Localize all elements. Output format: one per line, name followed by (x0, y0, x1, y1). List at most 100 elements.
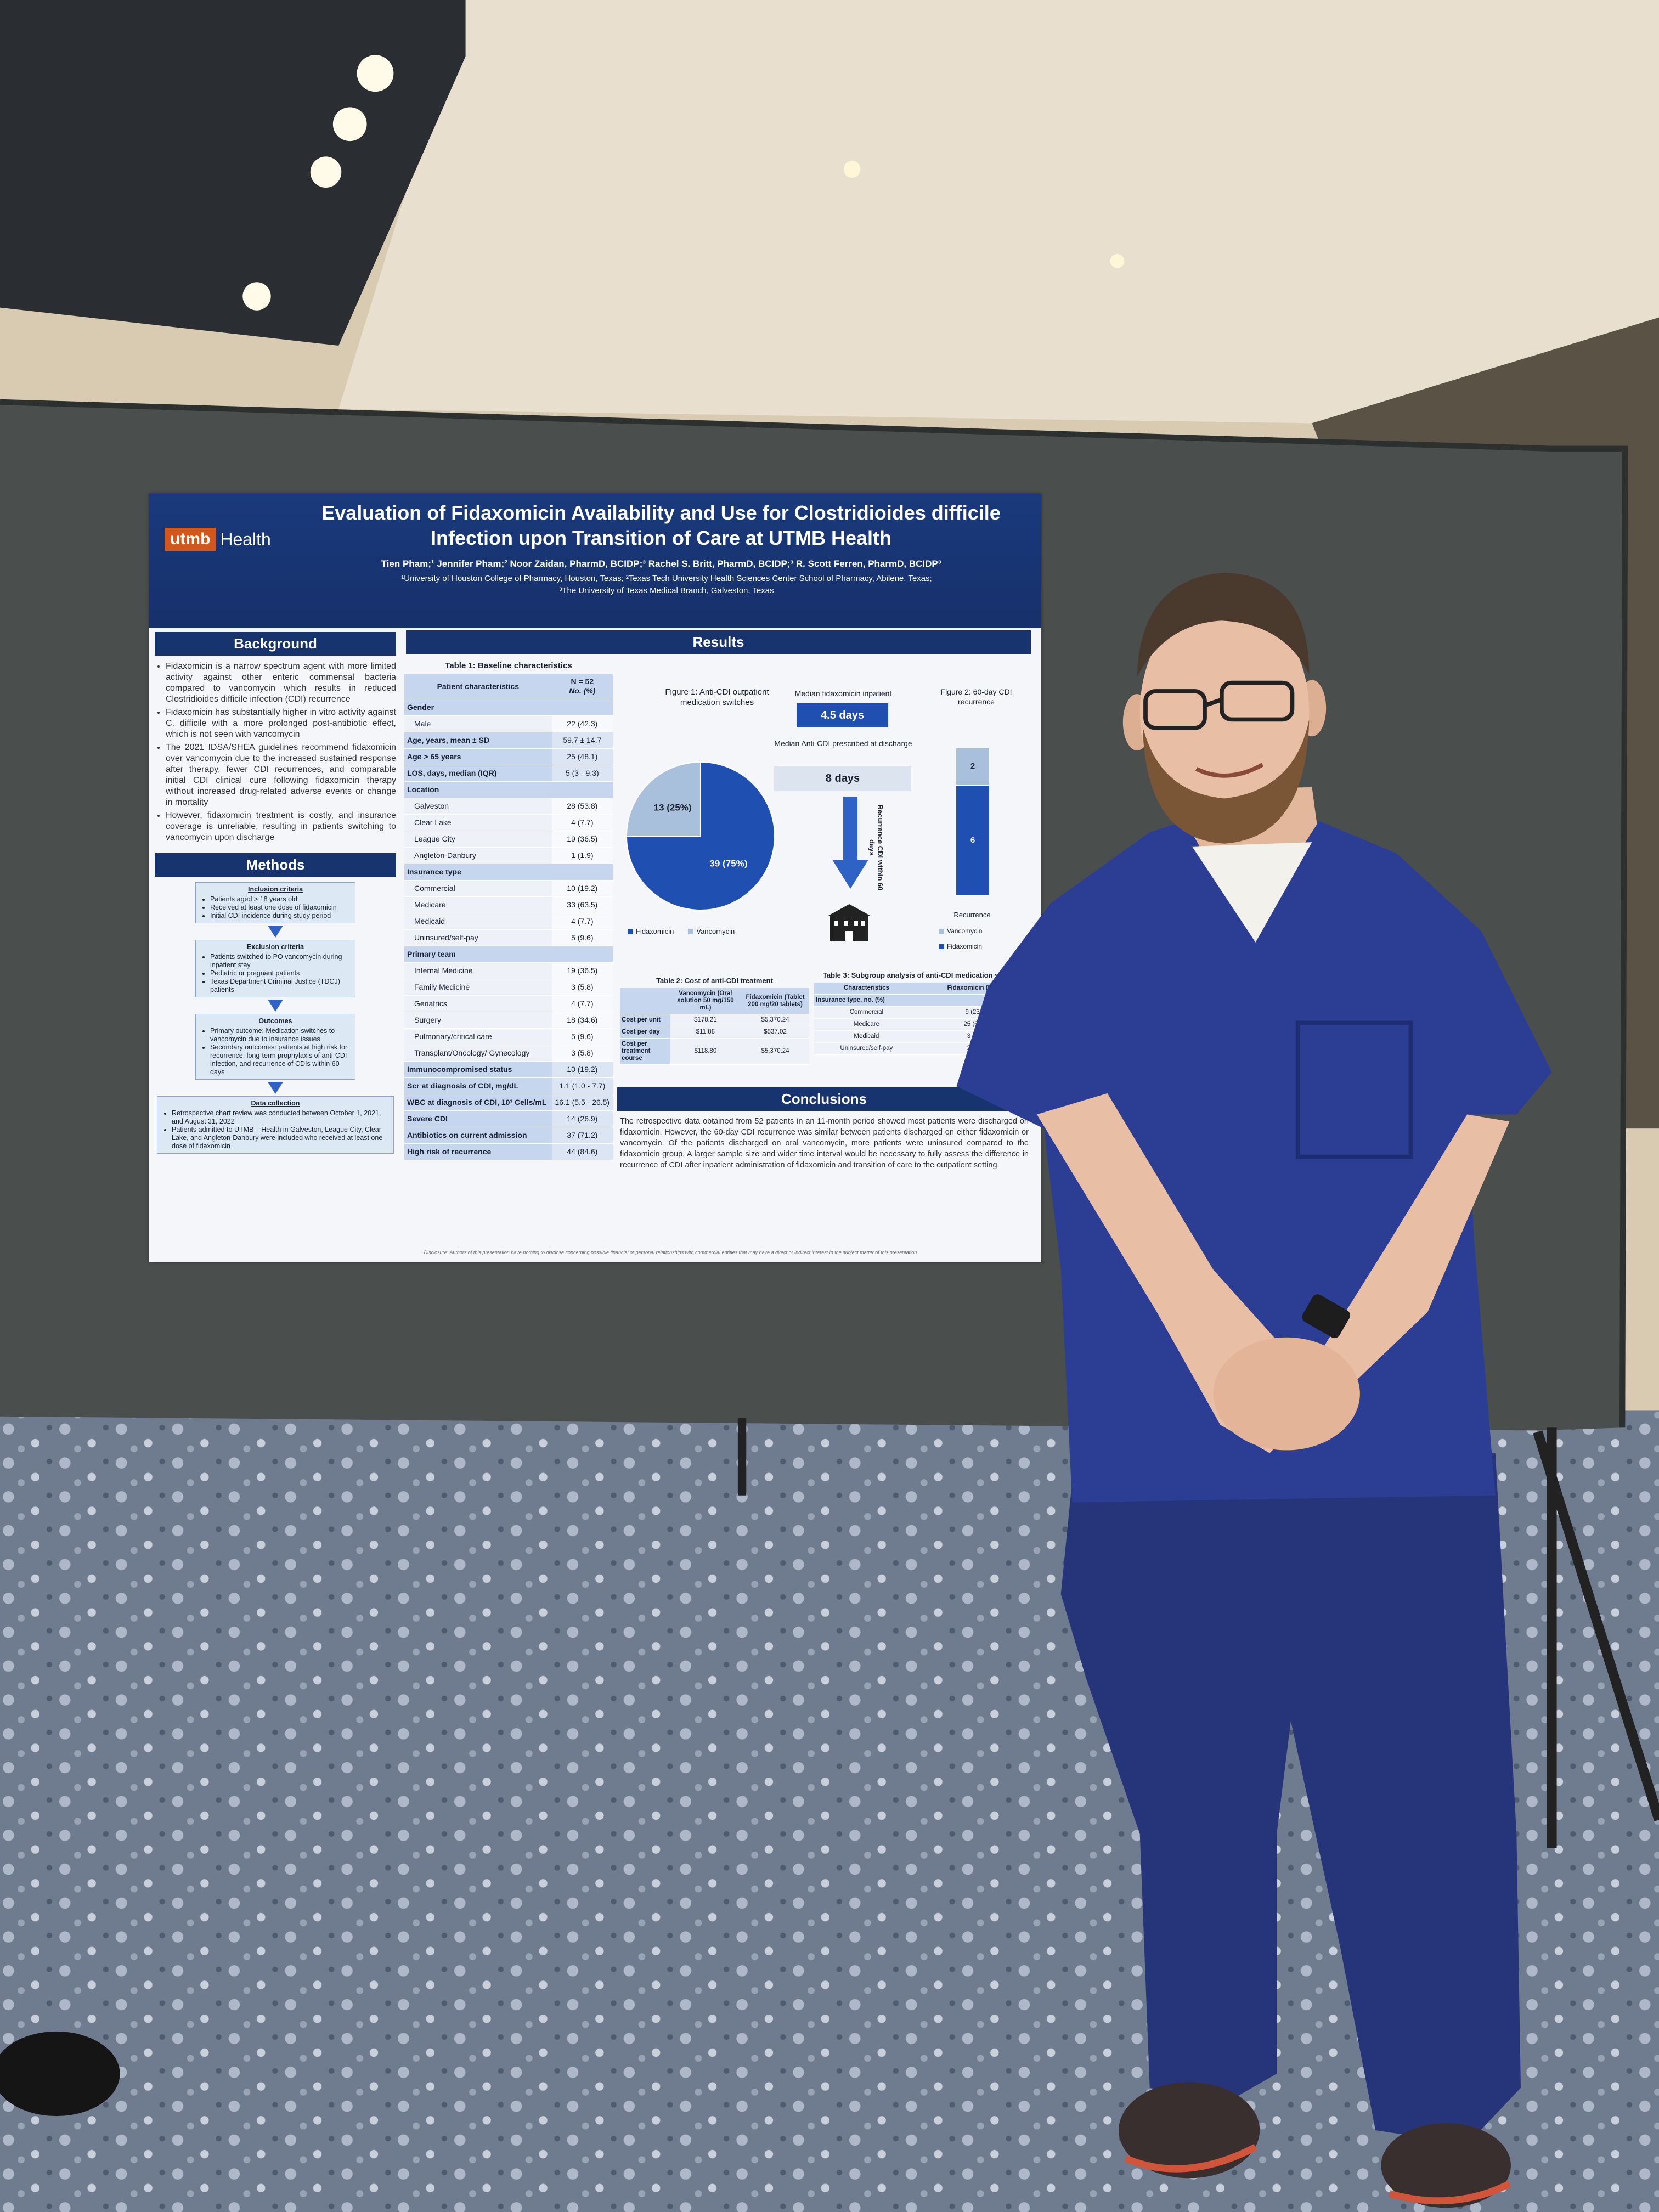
table-cell: Uninsured/self-pay (814, 1042, 919, 1055)
table-row: Cost per treatment course $118.80 $5,370.2… (620, 1038, 809, 1065)
table-cell: Cost per day (620, 1026, 670, 1039)
table-row: Commercial 10 (19.2) (404, 880, 613, 897)
flow-arrow (268, 926, 283, 938)
down-arrow-shape (832, 797, 868, 889)
table-header-cell: Patient characteristics (404, 674, 552, 699)
table-cell: Pulmonary/critical care (404, 1028, 552, 1045)
method-item: Pediatric or pregnant patients (210, 969, 349, 978)
table-cell: Scr at diagnosis of CDI, mg/dL (404, 1077, 552, 1094)
pocket (1295, 1020, 1413, 1159)
board-leg (1533, 1430, 1659, 1821)
method-item: Patients aged > 18 years old (210, 895, 349, 904)
table-group-row: Gender (404, 699, 613, 716)
data-table: Characteristics Fidaxomicin (N=39) Insuran… (814, 983, 1034, 1055)
pie-slice (625, 761, 701, 837)
table-header-cell: Characteristics (814, 983, 919, 995)
method-item: Received at least one dose of fidaxomici… (210, 904, 349, 912)
data-table: Vancomycin (Oral solution 50 mg/150 mL) F… (620, 988, 809, 1065)
table-cell: Male (404, 715, 552, 732)
table-row: Family Medicine 3 (5.8) (404, 979, 613, 996)
table-group-row: Insurance type, no. (%) (814, 994, 1034, 1007)
hospital-window (854, 921, 858, 926)
table-cell: Transplant/Oncology/ Gynecology (404, 1045, 552, 1062)
median-value: 8 days (774, 766, 911, 791)
table1-block: Table 1: Baseline characteristics Patient… (404, 661, 613, 1160)
bar-segment: 2 (956, 748, 990, 785)
legend-label: Fidaxomicin (947, 943, 983, 950)
table-cell: LOS, days, median (IQR) (404, 765, 552, 782)
table-row: WBC at diagnosis of CDI, 10³ Cells/mL 16.… (404, 1094, 613, 1111)
table-row: Geriatrics 4 (7.7) (404, 995, 613, 1012)
table-cell: 14 (26.9) (551, 1110, 613, 1127)
table-row: Immunocompromised status 10 (19.2) (404, 1061, 613, 1078)
mouth (1195, 763, 1264, 778)
table-cell: 4 (7.7) (551, 913, 613, 930)
table-title: Table 1: Baseline characteristics (445, 661, 572, 670)
table-header-cell (620, 988, 670, 1014)
table-cell: Galveston (404, 798, 552, 815)
glasses-bridge (1204, 697, 1223, 708)
table-cell: Family Medicine (404, 979, 552, 996)
shoe-sole (1124, 2144, 1257, 2172)
table-cell: League City (404, 831, 552, 848)
method-box-title: Inclusion criteria (247, 885, 303, 893)
table-group-heading: Primary team (404, 946, 613, 963)
ceiling-light (242, 282, 271, 311)
table-cell: 16.1 (5.5 - 26.5) (551, 1094, 613, 1111)
table-cell: Cost per treatment course (620, 1038, 670, 1065)
table-row: Antibiotics on current admission 37 (71.2… (404, 1127, 613, 1144)
table-cell: Antibiotics on current admission (404, 1127, 552, 1144)
pie-chart: 39 (75%) 13 (25%) (625, 761, 775, 911)
method-item: Texas Department Criminal Justice (TDCJ)… (210, 978, 349, 994)
table-cell: 5 (9.6) (551, 1028, 613, 1045)
ceiling-wall (338, 0, 1659, 424)
table-group-heading: Insurance type (404, 864, 613, 881)
section-heading: Methods (155, 853, 396, 877)
table-row: Age > 65 years 25 (48.1) (404, 748, 613, 765)
ceiling-light (1110, 253, 1125, 268)
method-box: Data collection Retrospective chart revie… (157, 1096, 394, 1154)
method-item: Primary outcome: Medication switches to … (210, 1027, 349, 1043)
hands (1213, 1337, 1360, 1451)
undershirt (1192, 842, 1312, 943)
table-row: Transplant/Oncology/ Gynecology 3 (5.8) (404, 1045, 613, 1062)
table-row: High risk of recurrence 44 (84.6) (404, 1143, 613, 1160)
table-cell: Age, years, mean ± SD (404, 732, 552, 749)
hospital-icon (827, 904, 871, 941)
background-bullet: The 2021 IDSA/SHEA guidelines recommend … (166, 742, 396, 808)
table-row: Clear Lake 4 (7.7) (404, 814, 613, 831)
legend-label: Fidaxomicin (636, 927, 674, 935)
table-cell: 37 (71.2) (551, 1127, 613, 1144)
beard (1142, 719, 1310, 844)
flow-arrow (268, 1000, 283, 1012)
table-group-heading: Insurance type, no. (%) (814, 994, 1034, 1007)
flow-arrow (268, 1082, 283, 1094)
ceiling-light (310, 156, 342, 188)
axis-label: Recurrence (953, 911, 991, 919)
table-row: Medicare 33 (63.5) (404, 896, 613, 913)
logo-name: Health (220, 529, 271, 549)
pie-label: 39 (75%) (709, 858, 747, 868)
table-cell: 28 (53.8) (551, 798, 613, 815)
legend-item: Vancomycin (939, 927, 982, 935)
ceiling-light (843, 161, 861, 178)
legend-label: Vancomycin (696, 927, 735, 935)
table-cell: 5 (9.6) (551, 929, 613, 946)
background-list: Fidaxomicin is a narrow spectrum agent w… (155, 661, 396, 843)
bar-segment: 6 (956, 785, 990, 896)
pie-label: 13 (25%) (654, 803, 692, 813)
legend-swatch (939, 928, 944, 934)
method-items: Patients switched to PO vancomycin durin… (201, 953, 349, 994)
table-cell: Internal Medicine (404, 962, 552, 979)
shoe-sole (1389, 2180, 1511, 2205)
table-cell: 10 (19.2) (551, 880, 613, 897)
method-box-title: Exclusion criteria (246, 943, 304, 951)
table-header-cell: N = 52 No. (%) (551, 674, 613, 699)
methods-flow: Inclusion criteria Patients aged > 18 yea… (155, 882, 396, 1154)
conclusions-text: The retrospective data obtained from 52 … (620, 1117, 1029, 1170)
table-cell: 1.1 (1.0 - 7.7) (551, 1077, 613, 1094)
table-cell: Immunocompromised status (404, 1061, 552, 1078)
table-cell: 3 (5.8) (551, 1045, 613, 1062)
